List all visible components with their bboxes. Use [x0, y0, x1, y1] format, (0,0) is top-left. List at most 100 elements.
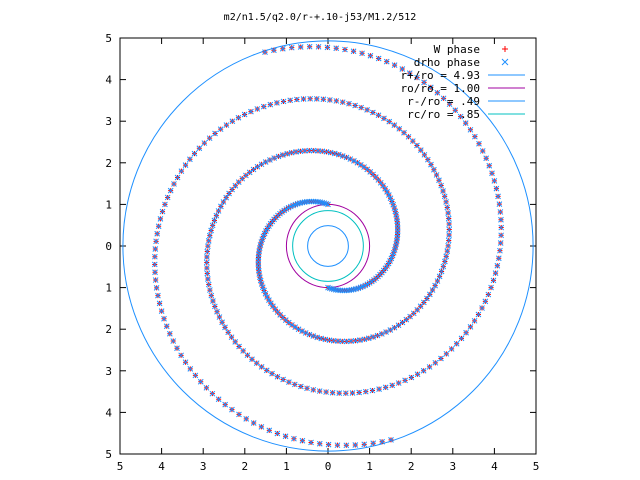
- data-point: [376, 386, 382, 392]
- data-point: [304, 198, 310, 205]
- data-point: [335, 338, 341, 345]
- data-point: [446, 226, 453, 233]
- data-point: [154, 230, 161, 237]
- data-point: [153, 238, 159, 245]
- data-point: [357, 337, 363, 343]
- data-point: [291, 381, 298, 388]
- data-point: [300, 96, 307, 102]
- x-tick-label: 5: [117, 460, 124, 473]
- data-point: [391, 62, 398, 69]
- data-point: [262, 159, 269, 165]
- data-point: [282, 433, 289, 440]
- data-point: [463, 329, 469, 336]
- data-point: [339, 338, 346, 345]
- data-point: [266, 427, 273, 434]
- data-point: [443, 350, 450, 357]
- data-point: [203, 259, 210, 266]
- data-point: [343, 154, 350, 161]
- data-point: [488, 284, 494, 291]
- data-point: [339, 153, 346, 159]
- data-point: [161, 315, 167, 322]
- data-point: [223, 194, 230, 201]
- data-point: [414, 371, 421, 378]
- data-point: [164, 194, 171, 201]
- data-point: [218, 203, 224, 210]
- data-point: [471, 317, 478, 324]
- data-point: [291, 435, 297, 442]
- data-point: [264, 294, 270, 300]
- data-point: [223, 122, 230, 128]
- data-point: [428, 161, 434, 168]
- data-point: [308, 439, 314, 446]
- y-tick-label: 2: [105, 323, 112, 336]
- data-point: [391, 122, 398, 128]
- data-point: [299, 328, 305, 335]
- data-point: [378, 331, 385, 337]
- data-point: [208, 227, 214, 234]
- data-point: [171, 181, 177, 187]
- radius-circle: [285, 203, 371, 289]
- data-point: [431, 166, 437, 173]
- data-point: [329, 389, 336, 396]
- data-point: [222, 401, 229, 408]
- data-point: [342, 46, 348, 53]
- data-point: [438, 182, 444, 189]
- data-point: [274, 100, 280, 106]
- data-point: [375, 55, 382, 62]
- x-tick-label: 3: [200, 460, 207, 473]
- x-tick-label: 1: [283, 460, 290, 473]
- data-point: [497, 209, 504, 215]
- data-point: [192, 372, 199, 379]
- data-point: [321, 200, 328, 206]
- data-point: [203, 384, 210, 391]
- y-tick-label: 4: [105, 406, 112, 419]
- data-point: [359, 50, 365, 57]
- data-point: [414, 74, 420, 81]
- data-point: [274, 373, 281, 380]
- data-point: [445, 237, 452, 244]
- data-point: [284, 150, 291, 157]
- data-point: [336, 390, 343, 396]
- data-point: [325, 284, 331, 291]
- data-point: [308, 198, 315, 205]
- data-point: [204, 265, 210, 271]
- data-point: [310, 386, 317, 393]
- data-point: [187, 366, 194, 372]
- legend-marker: [502, 46, 508, 52]
- data-point: [267, 157, 273, 163]
- data-point: [325, 441, 332, 448]
- data-point: [495, 193, 501, 200]
- data-point: [356, 389, 362, 396]
- data-point: [483, 155, 490, 162]
- data-point: [324, 44, 331, 51]
- data-point: [279, 152, 286, 158]
- data-point: [365, 335, 372, 342]
- data-point: [213, 212, 220, 219]
- data-point: [458, 335, 465, 342]
- y-tick-label: 1: [105, 282, 112, 295]
- x-tick-label: 2: [408, 460, 415, 473]
- data-point: [243, 416, 250, 422]
- data-point: [205, 243, 211, 250]
- data-point: [434, 278, 441, 284]
- data-point: [204, 248, 211, 255]
- data-point: [343, 338, 350, 345]
- data-point: [258, 281, 265, 287]
- data-point: [436, 273, 443, 280]
- data-point: [325, 201, 331, 208]
- data-point: [217, 126, 224, 133]
- radius-circle: [307, 225, 349, 267]
- data-point: [388, 437, 394, 443]
- data-point: [331, 150, 338, 157]
- data-point: [236, 343, 242, 350]
- data-point: [370, 440, 377, 447]
- data-point: [206, 232, 213, 239]
- data-point: [229, 406, 235, 413]
- data-point: [205, 238, 212, 244]
- data-point: [267, 101, 274, 108]
- data-point: [438, 355, 444, 362]
- data-point: [335, 151, 342, 158]
- data-point: [205, 276, 211, 282]
